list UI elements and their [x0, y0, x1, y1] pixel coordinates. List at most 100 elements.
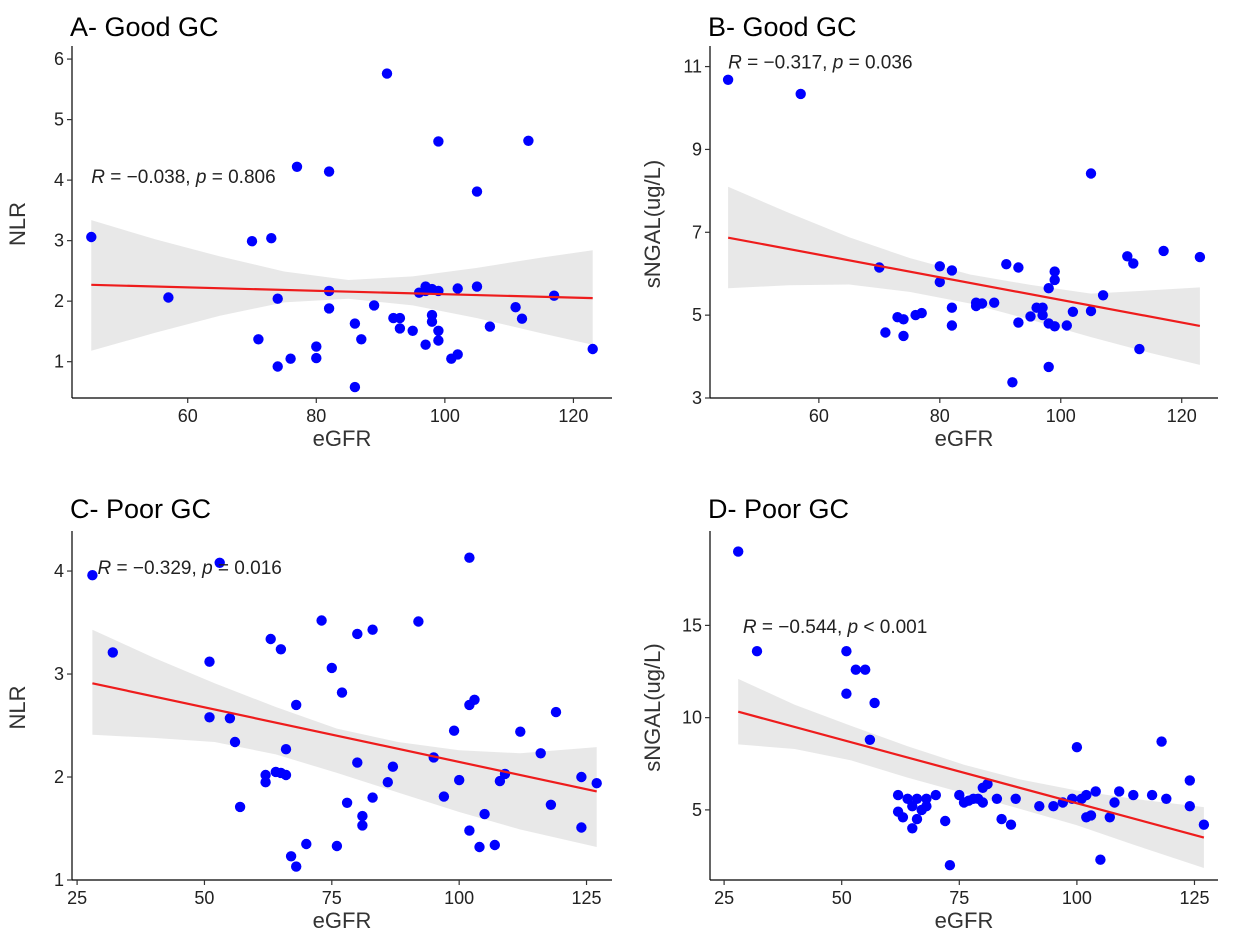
y-tick-label: 10	[682, 708, 702, 728]
data-point	[433, 136, 444, 147]
data-point	[515, 726, 526, 737]
x-tick-label: 125	[1179, 888, 1209, 908]
data-point	[214, 557, 225, 568]
data-point	[946, 320, 958, 331]
y-tick-label: 7	[692, 222, 702, 242]
data-point	[1109, 797, 1120, 808]
data-point	[1090, 786, 1101, 797]
x-tick-label: 100	[430, 406, 460, 426]
data-point	[898, 330, 909, 342]
confidence-band	[91, 220, 593, 351]
data-point	[996, 813, 1007, 825]
panel-title: A- Good GC	[70, 12, 219, 42]
y-axis-title: sNGAL(ug/L)	[640, 643, 665, 771]
data-point	[1134, 343, 1145, 355]
data-point	[87, 570, 98, 581]
data-point	[940, 815, 951, 827]
data-point	[1122, 251, 1133, 262]
data-point	[272, 293, 283, 304]
x-axis-title: eGFR	[313, 426, 372, 451]
y-tick-label: 5	[54, 110, 64, 130]
data-point	[1034, 801, 1045, 812]
data-point	[545, 799, 557, 810]
data-point	[841, 646, 852, 657]
x-tick-label: 100	[444, 888, 474, 908]
y-tick-label: 6	[54, 49, 64, 69]
x-tick-label: 80	[930, 406, 950, 426]
panel-b: 60 80 100 120 3 5 7 9 11 eGFR sNGAL(ug/L) B- Good G…	[640, 12, 1218, 451]
data-point	[1156, 736, 1167, 747]
data-point	[1001, 259, 1012, 270]
y-axis-title: NLR	[5, 685, 30, 729]
data-point	[944, 860, 956, 871]
data-point	[280, 769, 292, 781]
y-tick-label: 1	[54, 870, 64, 890]
data-point	[1184, 775, 1196, 786]
data-point	[452, 349, 463, 360]
data-point	[977, 797, 988, 808]
correlation-annotation: R = −0.544, p < 0.001	[743, 617, 927, 638]
confidence-band	[738, 678, 1204, 868]
data-point	[275, 644, 287, 655]
data-point	[1128, 789, 1139, 801]
data-point	[860, 664, 871, 675]
data-point	[907, 823, 918, 834]
x-tick-label: 80	[306, 406, 326, 426]
data-point	[911, 793, 923, 804]
x-tick-label: 125	[572, 888, 602, 908]
x-axis-title: eGFR	[935, 908, 994, 933]
data-point	[331, 840, 343, 852]
panel-title: C- Poor GC	[70, 494, 211, 524]
data-point	[892, 789, 904, 801]
data-point	[357, 820, 368, 831]
data-point	[323, 303, 335, 314]
data-point	[311, 341, 322, 352]
correlation-annotation: R = −0.038, p = 0.806	[91, 167, 275, 188]
data-point	[285, 353, 296, 364]
y-tick-label: 1	[54, 352, 64, 372]
confidence-band	[728, 186, 1200, 365]
data-point	[413, 616, 424, 627]
data-point	[869, 697, 880, 709]
data-point	[550, 706, 562, 718]
x-tick-label: 120	[1167, 406, 1197, 426]
data-point	[452, 283, 463, 294]
data-point	[1184, 801, 1196, 812]
data-point	[469, 694, 480, 705]
y-tick-label: 2	[54, 291, 64, 311]
data-point	[1081, 789, 1092, 801]
data-point	[1097, 290, 1109, 301]
y-tick-label: 15	[682, 615, 702, 635]
panel-a: 60 80 100 120 1 2 3 4 5 6 eGFR NLR A- Good GC R = −0.…	[5, 12, 612, 451]
data-point	[523, 135, 534, 146]
data-point	[591, 778, 602, 789]
data-point	[484, 321, 496, 332]
data-point	[394, 312, 406, 324]
data-point	[850, 664, 861, 675]
data-point	[982, 778, 993, 790]
data-point	[1104, 812, 1116, 823]
data-point	[991, 793, 1003, 804]
data-point	[576, 822, 587, 833]
data-point	[224, 713, 236, 724]
data-point	[1037, 309, 1048, 321]
data-point	[471, 186, 483, 197]
data-point	[357, 810, 368, 822]
data-point	[1049, 274, 1060, 286]
data-point	[1146, 789, 1158, 801]
y-tick-label: 3	[54, 231, 64, 251]
data-point	[1085, 168, 1097, 179]
data-point	[272, 361, 283, 372]
data-point	[1161, 793, 1172, 804]
x-tick-label: 75	[949, 888, 969, 908]
data-point	[464, 552, 475, 563]
y-tick-label: 3	[692, 388, 702, 408]
y-tick-label: 5	[692, 800, 702, 820]
x-tick-label: 60	[178, 406, 198, 426]
data-point	[420, 339, 431, 350]
y-tick-label: 4	[54, 170, 64, 190]
data-point	[266, 233, 277, 244]
data-point	[246, 236, 258, 247]
data-point	[253, 334, 264, 345]
data-point	[291, 861, 302, 872]
